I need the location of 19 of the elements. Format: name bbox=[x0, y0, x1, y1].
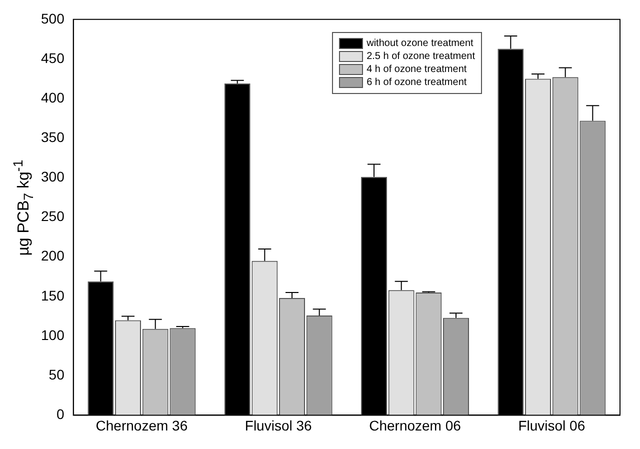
legend-label: 2.5 h of ozone treatment bbox=[366, 50, 475, 63]
legend-label: without ozone treatment bbox=[366, 37, 474, 50]
y-tick-label: 400 bbox=[41, 89, 65, 106]
x-tick-label: Chernozem 36 bbox=[96, 417, 188, 434]
y-tick-label: 150 bbox=[41, 287, 65, 304]
y-tick-label: 250 bbox=[41, 208, 65, 224]
y-tick-label: 350 bbox=[41, 129, 65, 145]
y-tick-label: 0 bbox=[56, 406, 65, 422]
y-tick-label: 500 bbox=[41, 10, 65, 26]
y-tick-label: 100 bbox=[41, 326, 65, 343]
y-tick-label: 450 bbox=[41, 50, 65, 66]
y-tick-label: 50 bbox=[48, 366, 65, 382]
x-tick-label: Chernozem 06 bbox=[369, 417, 462, 434]
legend-label: 6 h of ozone treatment bbox=[366, 76, 467, 89]
x-tick-label: Fluvisol 36 bbox=[244, 417, 312, 434]
y-tick-label: 300 bbox=[41, 168, 65, 185]
x-tick-label: Fluvisol 06 bbox=[518, 417, 586, 434]
y-tick-label: 200 bbox=[41, 248, 65, 264]
legend-label: 4 h of ozone treatment bbox=[366, 63, 467, 76]
